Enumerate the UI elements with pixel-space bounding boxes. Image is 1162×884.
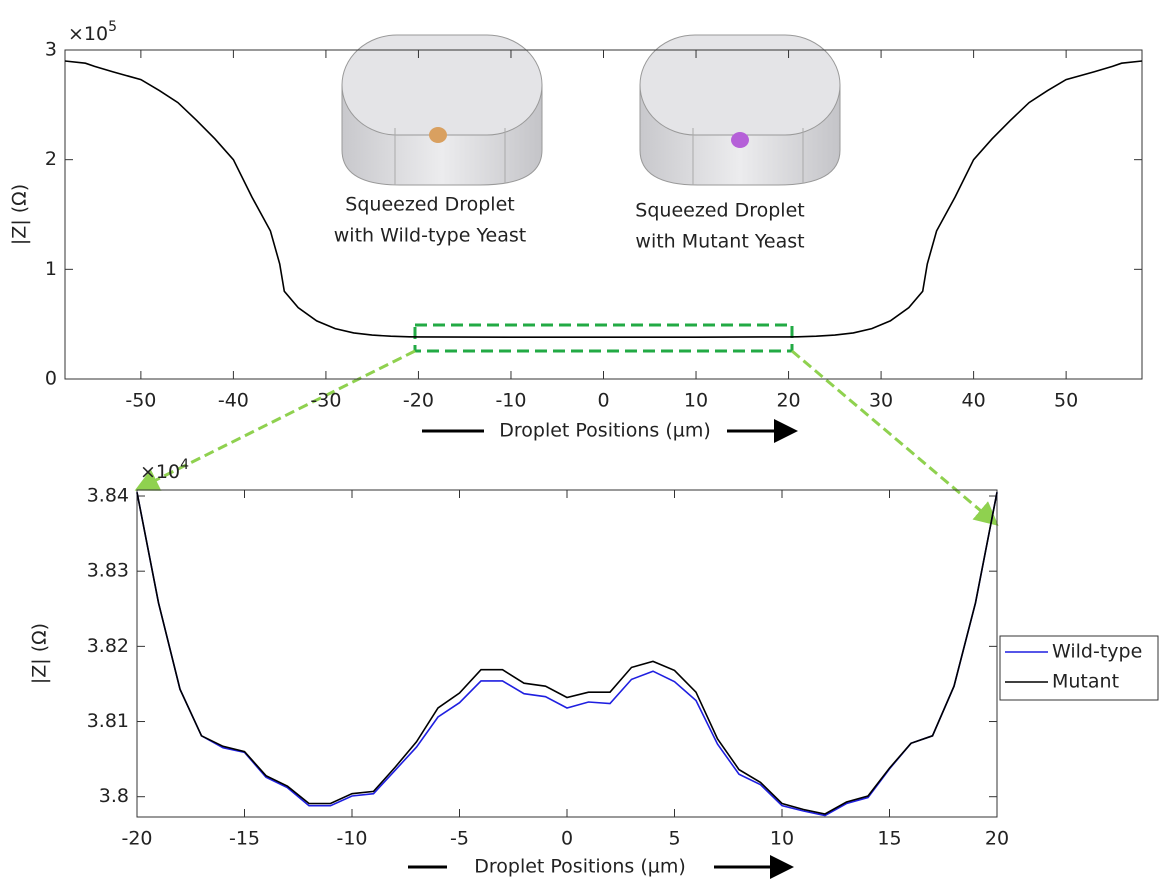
y-tick-label: 1: [45, 258, 57, 280]
x-tick-label: 0: [597, 390, 609, 412]
y-tick-label: 3: [45, 39, 57, 61]
legend-box: [999, 635, 1159, 701]
y-tick-label: 0: [45, 368, 57, 390]
y-tick-label: 3.8: [99, 785, 129, 807]
annotation: Squeezed Droplet: [635, 200, 804, 222]
x-tick-label: -30: [310, 390, 341, 412]
x-tick-label: 20: [776, 390, 800, 412]
multiplier-base: ×10: [140, 461, 180, 483]
axes-box: [64, 49, 1143, 380]
legend-label: Mutant: [1052, 671, 1119, 693]
y-tick-label: 2: [45, 148, 57, 170]
annotation: with Wild-type Yeast: [334, 225, 526, 247]
x-axis-label: Droplet Positions (µm): [474, 856, 686, 878]
y-multiplier: ×105: [68, 19, 117, 45]
x-tick-label: -20: [403, 390, 434, 412]
x-tick-label: -40: [218, 390, 249, 412]
data-line: [136, 492, 998, 817]
data-line: [136, 492, 998, 815]
x-tick-label: 10: [770, 828, 794, 850]
multiplier-base: ×10: [68, 23, 108, 45]
axes-box: [136, 489, 998, 818]
legend-label: Wild-type: [1052, 641, 1142, 663]
x-tick-label: -10: [336, 828, 367, 850]
y-tick-label: 3.81: [87, 710, 129, 732]
x-tick-label: 15: [877, 828, 901, 850]
annotation: with Mutant Yeast: [635, 231, 804, 253]
y-tick-label: 3.83: [87, 560, 129, 582]
x-tick-label: 50: [1054, 390, 1078, 412]
droplet-illustration: [639, 34, 841, 186]
zoom-arrow: [791, 349, 999, 526]
x-tick-label: -20: [121, 828, 152, 850]
x-tick-label: 10: [684, 390, 708, 412]
x-tick-label: 20: [985, 828, 1009, 850]
y-axis-label: |Z| (Ω): [29, 623, 51, 684]
y-multiplier: ×104: [140, 457, 189, 483]
x-tick-label: 40: [962, 390, 986, 412]
x-tick-label: 0: [561, 828, 573, 850]
y-axis-label: |Z| (Ω): [9, 184, 31, 245]
x-tick-label: 5: [668, 828, 680, 850]
x-tick-label: 30: [869, 390, 893, 412]
droplet-illustration: [341, 34, 543, 186]
x-tick-label: -50: [125, 390, 156, 412]
multiplier-exponent: 4: [180, 457, 189, 473]
x-tick-label: -5: [450, 828, 469, 850]
x-tick-label: -15: [229, 828, 260, 850]
x-tick-label: -10: [495, 390, 526, 412]
x-axis-label: Droplet Positions (µm): [499, 420, 711, 442]
zoom-arrow: [134, 349, 416, 491]
annotation: Squeezed Droplet: [345, 194, 514, 216]
y-tick-label: 3.84: [87, 485, 129, 507]
zoom-box: [413, 323, 794, 353]
multiplier-exponent: 5: [108, 19, 117, 35]
data-line: [64, 60, 1143, 339]
y-tick-label: 3.82: [87, 635, 129, 657]
